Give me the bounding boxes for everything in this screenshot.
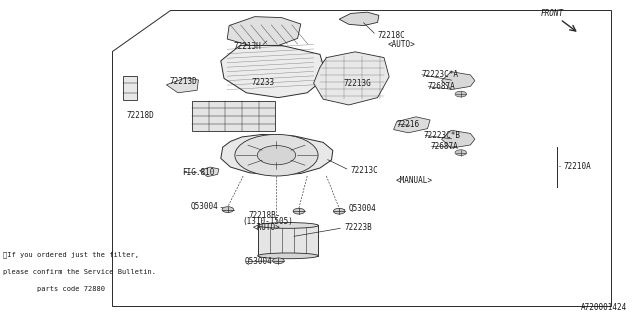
- Circle shape: [273, 258, 284, 264]
- Text: FRONT: FRONT: [541, 9, 564, 18]
- Circle shape: [293, 208, 305, 214]
- Polygon shape: [314, 52, 389, 105]
- Text: 72210A: 72210A: [563, 162, 591, 171]
- Text: (1310-1505): (1310-1505): [242, 217, 292, 226]
- Text: 72218B-: 72218B-: [248, 211, 281, 220]
- Circle shape: [235, 134, 318, 176]
- Circle shape: [455, 91, 467, 97]
- Text: 72213D: 72213D: [170, 77, 197, 86]
- Text: 72223B: 72223B: [344, 223, 372, 232]
- Text: Q53004: Q53004: [349, 204, 376, 213]
- Text: please confirm the Service Bulletin.: please confirm the Service Bulletin.: [3, 269, 156, 275]
- Circle shape: [333, 208, 345, 214]
- Bar: [258, 226, 319, 256]
- Text: 72233: 72233: [252, 78, 275, 87]
- Polygon shape: [221, 45, 326, 98]
- Text: 72223C*B: 72223C*B: [424, 131, 461, 140]
- Circle shape: [222, 207, 234, 212]
- Bar: [123, 76, 137, 100]
- Text: 72687A: 72687A: [430, 142, 458, 151]
- Text: FIG.810: FIG.810: [182, 168, 215, 177]
- Text: <AUTO>: <AUTO>: [253, 223, 280, 232]
- Ellipse shape: [258, 223, 319, 228]
- Polygon shape: [221, 134, 333, 175]
- Circle shape: [455, 150, 467, 156]
- Text: 72213G: 72213G: [344, 79, 371, 88]
- Polygon shape: [200, 167, 219, 177]
- Ellipse shape: [258, 253, 319, 259]
- Text: 72223C*A: 72223C*A: [421, 70, 458, 79]
- Polygon shape: [339, 12, 379, 26]
- Text: Q53004: Q53004: [245, 257, 273, 266]
- Text: 72213C: 72213C: [351, 166, 378, 175]
- Text: 72687A: 72687A: [428, 82, 455, 91]
- Polygon shape: [442, 130, 475, 148]
- Polygon shape: [112, 10, 611, 306]
- Text: 72213H: 72213H: [234, 42, 261, 51]
- Text: 72218C: 72218C: [378, 31, 405, 40]
- Text: ※If you ordered just the filter,: ※If you ordered just the filter,: [3, 251, 140, 258]
- Polygon shape: [394, 117, 430, 133]
- Text: parts code 72880: parts code 72880: [3, 286, 105, 292]
- Text: 72218D: 72218D: [127, 111, 154, 120]
- Polygon shape: [442, 72, 475, 90]
- Polygon shape: [166, 78, 198, 93]
- Text: A720001424: A720001424: [581, 303, 627, 312]
- Text: <AUTO>: <AUTO>: [388, 40, 415, 49]
- Bar: [192, 101, 275, 131]
- Circle shape: [257, 146, 296, 165]
- Text: 72216: 72216: [397, 120, 420, 129]
- Text: <MANUAL>: <MANUAL>: [396, 176, 433, 185]
- Text: Q53004: Q53004: [191, 202, 218, 211]
- Polygon shape: [227, 17, 301, 45]
